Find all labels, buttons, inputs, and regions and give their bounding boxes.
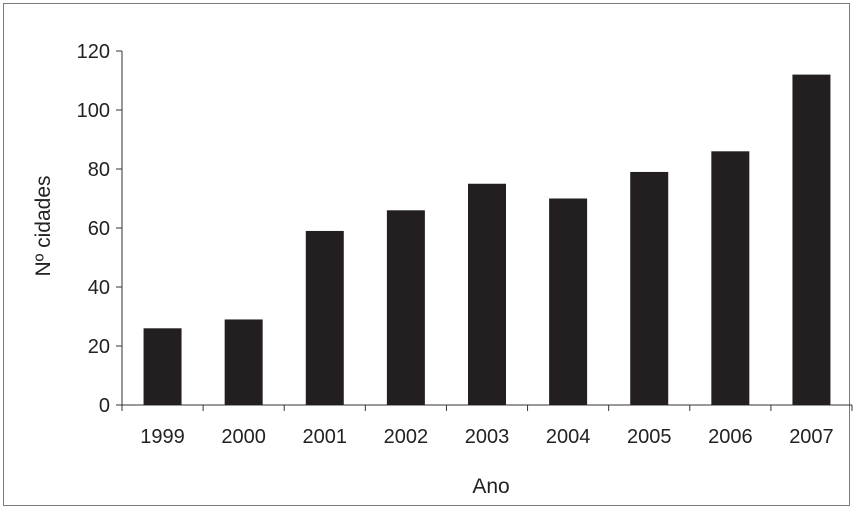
x-axis-title: Ano — [472, 475, 509, 498]
x-tick-label: 2003 — [465, 426, 510, 448]
bar-2006 — [711, 151, 750, 405]
x-tick-label: 2005 — [627, 426, 672, 448]
bar-2002 — [386, 210, 425, 405]
bar-2007 — [792, 74, 831, 405]
bar-2000 — [224, 319, 263, 405]
bar-2005 — [630, 171, 669, 405]
bars-group — [143, 74, 831, 405]
y-tick-label: 20 — [88, 336, 110, 358]
y-tick-label: 60 — [88, 218, 110, 240]
y-axis: 0 20 40 60 80 100 120 — [77, 41, 123, 417]
y-tick-label: 40 — [88, 277, 110, 299]
y-axis-title: Nº cidades — [32, 175, 55, 276]
x-tick-label: 2006 — [708, 426, 753, 448]
y-tick-label: 120 — [77, 41, 110, 63]
x-tick-label: 1999 — [140, 426, 185, 448]
x-axis: 1999 2000 2001 2002 2003 2004 2005 2006 2007 — [121, 404, 853, 448]
bar-1999 — [143, 328, 182, 405]
x-tick-label: 2002 — [384, 426, 429, 448]
x-tick-label: 2000 — [221, 426, 266, 448]
x-tick-label: 2007 — [789, 426, 834, 448]
x-tick-label: 2001 — [303, 426, 348, 448]
bar-2004 — [549, 198, 588, 405]
y-tick-label: 100 — [77, 100, 110, 122]
y-tick-label: 80 — [88, 159, 110, 181]
y-tick-label: 0 — [99, 395, 110, 417]
bar-2001 — [305, 230, 344, 405]
x-tick-label: 2004 — [546, 426, 591, 448]
bar-2003 — [468, 183, 506, 405]
chart-frame — [3, 3, 850, 506]
